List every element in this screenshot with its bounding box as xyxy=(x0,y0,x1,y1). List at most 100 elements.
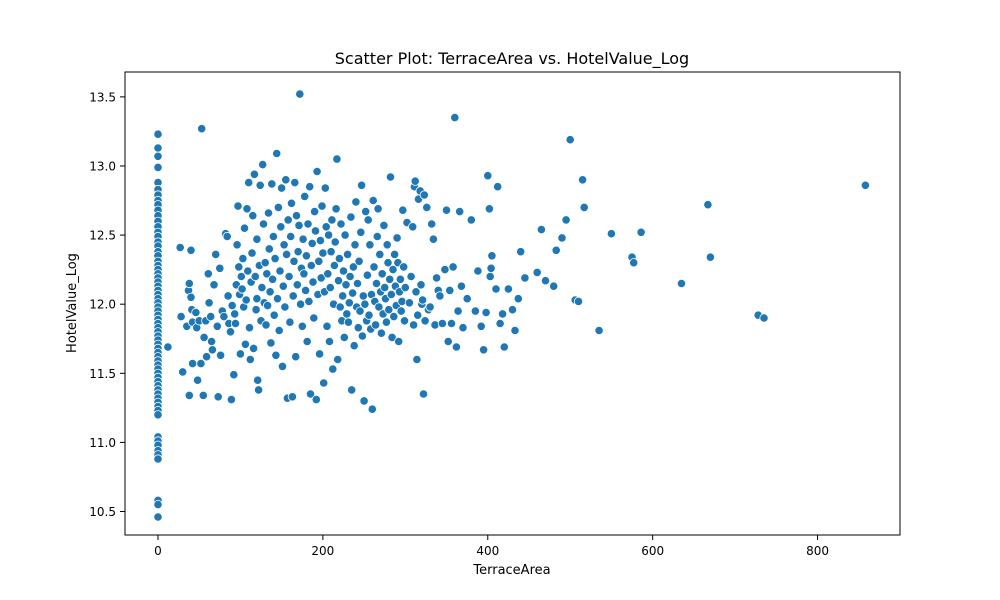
data-point xyxy=(285,317,295,327)
data-point xyxy=(470,306,480,316)
data-point xyxy=(309,207,320,217)
data-point xyxy=(420,316,430,326)
data-point xyxy=(300,285,311,295)
data-point xyxy=(352,278,363,289)
data-point xyxy=(305,182,315,192)
data-point xyxy=(330,237,340,247)
data-point xyxy=(281,175,291,185)
data-point xyxy=(342,309,352,319)
data-point xyxy=(314,256,324,266)
data-point xyxy=(636,227,646,237)
data-point xyxy=(312,166,322,177)
data-point xyxy=(309,313,319,323)
data-point xyxy=(676,278,687,289)
data-point xyxy=(331,204,341,214)
data-point xyxy=(395,274,405,284)
data-point xyxy=(510,325,520,336)
data-point xyxy=(451,342,461,352)
data-point xyxy=(233,201,243,211)
data-point xyxy=(153,512,163,522)
data-point xyxy=(271,350,281,360)
data-point xyxy=(385,274,395,284)
data-point xyxy=(481,307,491,318)
data-point xyxy=(253,375,263,385)
data-point xyxy=(275,266,285,276)
data-point xyxy=(247,248,257,258)
data-point xyxy=(298,234,308,244)
data-point xyxy=(186,245,196,255)
data-point xyxy=(315,236,325,246)
data-point xyxy=(327,215,337,225)
data-point xyxy=(314,349,325,359)
data-point xyxy=(359,396,369,406)
data-point xyxy=(346,212,356,222)
data-point xyxy=(594,325,604,336)
data-point xyxy=(240,339,250,349)
data-point xyxy=(413,310,423,320)
data-point xyxy=(629,258,639,268)
data-point xyxy=(375,249,385,259)
data-point xyxy=(356,227,366,237)
data-point xyxy=(203,269,213,279)
data-point xyxy=(270,254,280,264)
data-point xyxy=(260,258,270,268)
data-point xyxy=(304,296,314,306)
data-point xyxy=(425,302,435,312)
data-point xyxy=(219,311,229,322)
data-point xyxy=(396,306,406,316)
data-point xyxy=(328,364,338,374)
data-point xyxy=(417,295,428,305)
data-point xyxy=(325,282,335,293)
data-point xyxy=(300,191,310,201)
data-point xyxy=(389,249,400,259)
x-tick-label: 800 xyxy=(806,544,829,558)
data-point xyxy=(257,282,267,293)
y-tick-label: 11.5 xyxy=(89,367,116,381)
data-point xyxy=(381,317,391,327)
data-point xyxy=(307,238,317,248)
y-axis: 10.5 11.0 11.5 12.0 12.5 13.0 13.5 xyxy=(89,90,125,519)
data-point xyxy=(303,219,313,229)
data-points xyxy=(153,89,871,522)
data-point xyxy=(497,309,508,319)
data-point xyxy=(495,318,505,329)
data-point xyxy=(290,178,300,188)
data-point xyxy=(418,389,429,399)
data-point xyxy=(262,300,273,311)
data-point xyxy=(241,295,251,305)
data-point xyxy=(263,208,274,218)
data-point xyxy=(335,302,345,312)
data-point xyxy=(499,342,509,352)
data-point xyxy=(292,280,302,290)
y-tick-label: 11.0 xyxy=(89,436,116,450)
data-point xyxy=(299,269,309,279)
x-tick-label: 400 xyxy=(476,544,499,558)
data-point xyxy=(374,302,384,312)
data-point xyxy=(445,285,455,295)
data-point xyxy=(334,254,344,264)
data-point xyxy=(446,318,457,329)
y-tick-label: 12.0 xyxy=(89,298,116,312)
data-point xyxy=(153,454,163,464)
data-point xyxy=(209,280,219,290)
data-point xyxy=(273,202,283,212)
data-point xyxy=(153,499,163,510)
data-point xyxy=(860,180,871,190)
data-point xyxy=(367,404,377,414)
plot-frame xyxy=(124,71,901,536)
data-point xyxy=(248,211,258,221)
data-point xyxy=(404,298,414,308)
data-point xyxy=(351,197,361,207)
data-point xyxy=(333,276,344,286)
data-point xyxy=(441,205,452,215)
data-point xyxy=(320,183,330,193)
data-point xyxy=(153,129,163,139)
data-point xyxy=(317,201,327,211)
data-point xyxy=(365,240,375,250)
data-point xyxy=(236,271,246,282)
data-point xyxy=(343,317,353,327)
x-tick-label: 0 xyxy=(154,544,162,558)
data-point xyxy=(371,278,382,289)
data-point xyxy=(484,204,494,214)
data-point xyxy=(360,299,370,309)
